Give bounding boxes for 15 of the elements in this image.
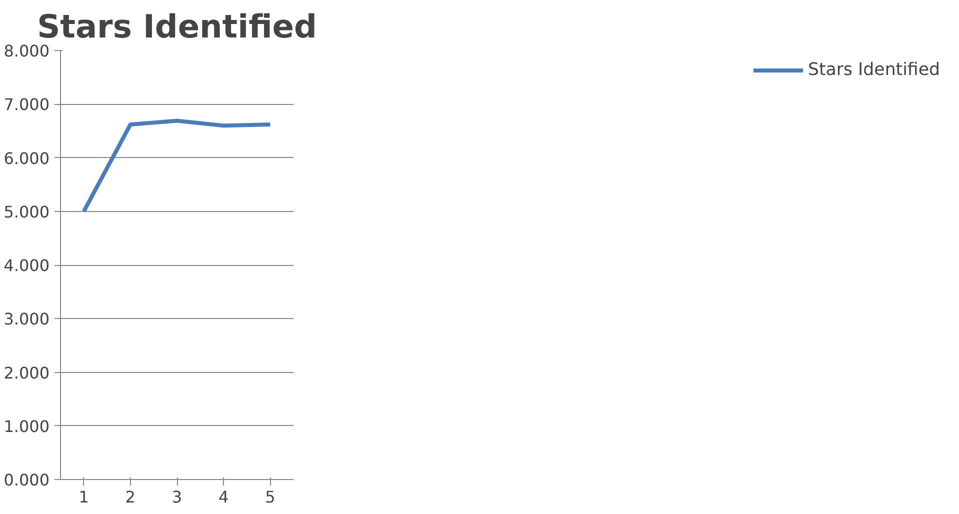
x-tick-label: 4 [218,488,229,506]
y-tick-label: 4.000 [4,256,50,275]
x-tick-label: 3 [172,488,182,506]
y-tick-label: 1.000 [4,416,50,436]
x-tick-label: 5 [265,488,276,506]
y-tick-label: 6.000 [4,148,50,168]
line-series [82,118,272,214]
y-tick-label: 2.000 [4,363,50,382]
y-tick-label: 5.000 [4,202,50,222]
x-tick-label: 2 [125,488,136,506]
legend-label: Stars Identified [808,60,940,80]
y-tick-label: 3.000 [4,310,50,329]
y-tick-label: 7.000 [4,95,50,114]
y-tick-label: 0.000 [4,470,50,490]
x-tick-label: 1 [78,488,89,506]
